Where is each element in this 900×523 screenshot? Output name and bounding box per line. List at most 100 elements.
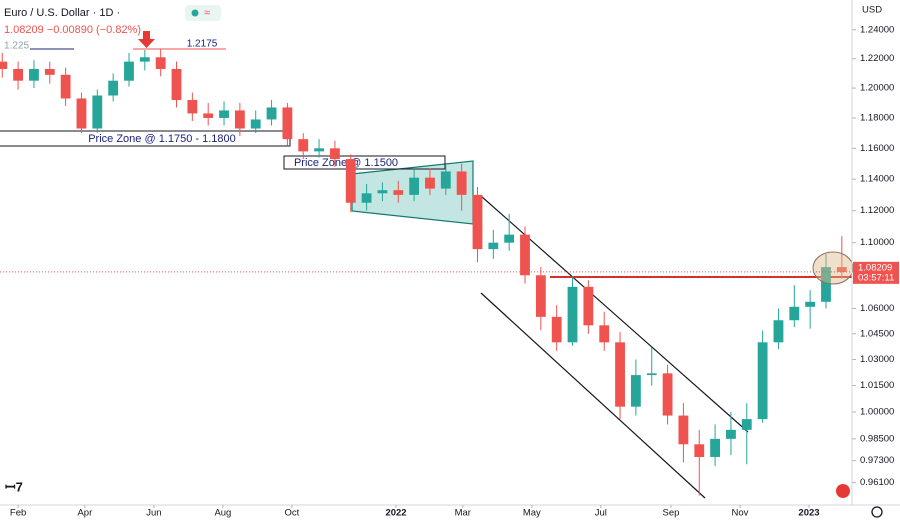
- annotation: Price Zone @ 1.1750 - 1.1800: [88, 133, 236, 145]
- x-tick-label: 2023: [798, 508, 819, 519]
- candle-body: [821, 267, 831, 302]
- y-tick-label: 1.01500: [860, 380, 894, 391]
- channel-lower: [480, 292, 706, 499]
- price-zone-box: [283, 155, 446, 170]
- x-tick-label: Oct: [285, 508, 300, 519]
- highlight-ellipse: [812, 251, 854, 285]
- logo: ꟷ7: [5, 479, 23, 494]
- candle-body: [330, 148, 340, 160]
- x-tick-label: May: [523, 508, 541, 519]
- candle-body: [520, 234, 530, 276]
- candle-body: [504, 234, 515, 243]
- y-tick-label: 0.96100: [860, 477, 894, 488]
- candle-body: [361, 193, 372, 203]
- y-tick-label: 1.03000: [860, 354, 894, 365]
- annotation: 1.2175: [187, 39, 218, 50]
- candle-body: [630, 375, 641, 407]
- flag-icon[interactable]: [836, 484, 850, 498]
- y-tick-label: 1.00000: [860, 407, 894, 418]
- candle-body: [250, 119, 261, 129]
- last-price-tag: [853, 261, 899, 284]
- candle-body: [171, 68, 182, 100]
- candle-body: [757, 342, 768, 420]
- candle-body: [773, 320, 784, 343]
- candle-body: [646, 373, 657, 376]
- countdown: 03:57:11: [858, 272, 894, 283]
- candle-body: [298, 139, 309, 152]
- candle-body: [187, 99, 198, 114]
- y-tick-label: 1.12000: [860, 205, 894, 216]
- candle-body: [836, 267, 847, 272]
- candle-body: [456, 171, 467, 195]
- candle-body: [393, 190, 404, 195]
- candle-body: [409, 177, 420, 195]
- candle-body: [440, 171, 451, 189]
- candle-body: [567, 286, 578, 343]
- settings-icon[interactable]: [871, 506, 883, 518]
- candle-body: [0, 61, 8, 69]
- channel-upper: [480, 195, 749, 433]
- candle-body: [741, 419, 752, 430]
- candle-body: [789, 306, 800, 321]
- candle-body: [662, 373, 673, 416]
- x-tick-label: Sep: [663, 508, 680, 519]
- y-tick-label: 1.16000: [860, 143, 894, 154]
- y-tick-label: 1.06000: [860, 303, 894, 314]
- x-tick-label: Feb: [10, 508, 26, 519]
- candle-body: [76, 98, 87, 129]
- annotation: 1.225: [4, 41, 29, 52]
- x-tick-label: Nov: [732, 508, 749, 519]
- quote: 1.08209 −0.00890 (−0.82%): [4, 24, 141, 36]
- candle-body: [377, 190, 388, 194]
- last-price-label: 1.08209: [858, 262, 892, 273]
- candle-body: [599, 325, 610, 343]
- candle-body: [314, 148, 324, 152]
- candle-body: [472, 194, 483, 250]
- symbol-title: Euro / U.S. Dollar · 1D ·: [4, 7, 120, 19]
- candle-body: [92, 95, 103, 129]
- candle-body: [155, 57, 166, 69]
- candle-body: [13, 68, 24, 81]
- candle-body: [535, 275, 546, 317]
- candle-body: [805, 301, 816, 307]
- candle-body: [345, 159, 356, 203]
- arrow-marker: [138, 31, 155, 48]
- y-tick-label: 1.04500: [860, 328, 894, 339]
- x-tick-label: Mar: [455, 508, 471, 519]
- candle-body: [124, 61, 134, 81]
- candle-body: [425, 177, 435, 189]
- y-tick-label: 1.20000: [860, 83, 894, 94]
- y-tick-label: 1.22000: [860, 53, 894, 64]
- y-tick-label: 1.18000: [860, 112, 894, 123]
- candle-body: [266, 107, 277, 120]
- candle-body: [203, 113, 214, 118]
- x-tick-label: Aug: [214, 508, 231, 519]
- y-tick-label: 0.98500: [860, 433, 894, 444]
- candle-body: [726, 429, 736, 439]
- candle-body: [108, 80, 119, 96]
- candle-body: [488, 242, 499, 250]
- status-dot: [191, 9, 199, 17]
- candle-body: [234, 110, 245, 129]
- candle-body: [282, 107, 293, 140]
- currency: USD: [862, 5, 882, 16]
- x-tick-label: Jul: [595, 508, 607, 519]
- x-tick-label: Jun: [146, 508, 161, 519]
- candle-body: [583, 286, 594, 326]
- candle-body: [29, 68, 39, 81]
- wave-icon: ≈: [204, 7, 210, 19]
- y-tick-label: 1.14000: [860, 174, 894, 185]
- candle-body: [615, 342, 625, 407]
- candle-body: [139, 57, 150, 62]
- candle-body: [694, 444, 705, 457]
- y-tick-label: 0.97300: [860, 455, 894, 466]
- candle-body: [60, 74, 71, 99]
- indicator-toggle[interactable]: [185, 5, 221, 21]
- candle-body: [219, 110, 229, 118]
- candle-body: [551, 316, 562, 343]
- y-tick-label: 1.10000: [860, 237, 894, 248]
- candles: [0, 48, 847, 496]
- x-tick-label: 2022: [385, 508, 406, 519]
